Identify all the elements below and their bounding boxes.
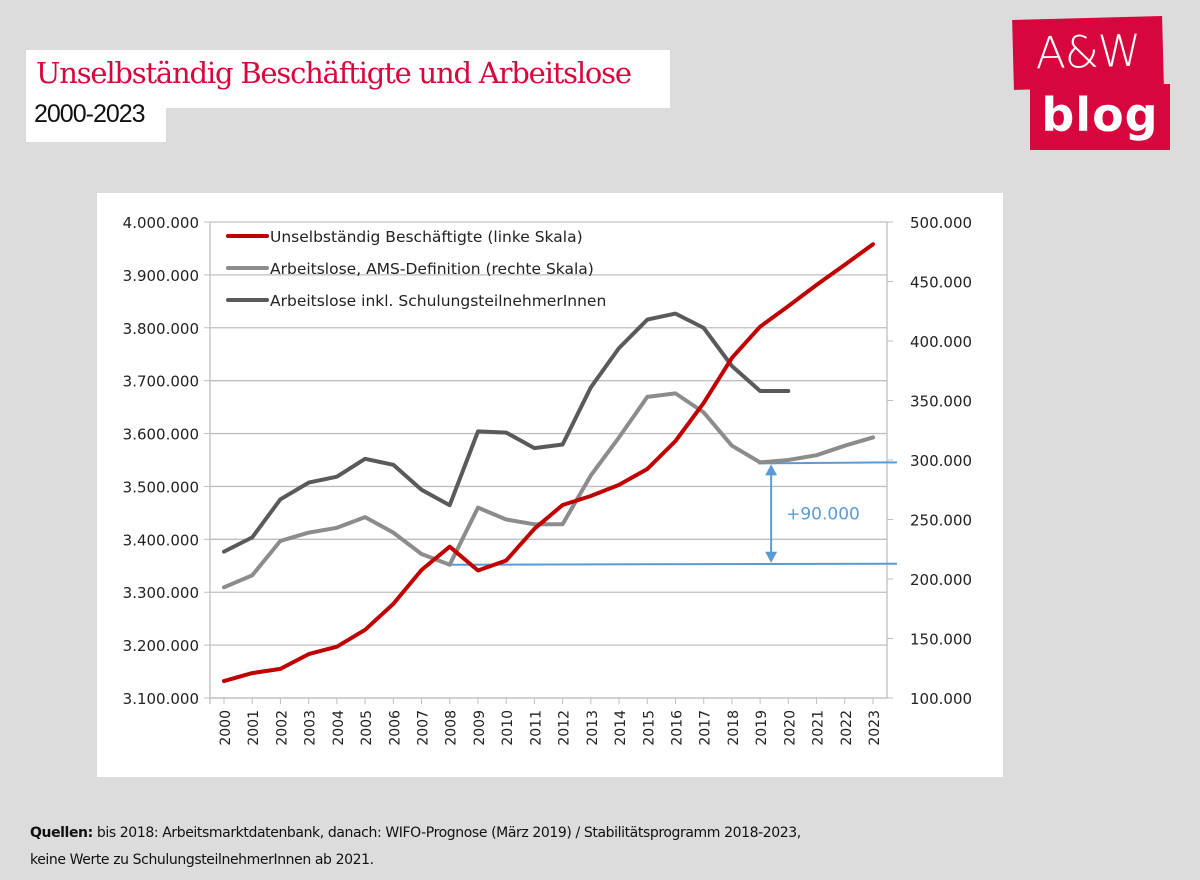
left-axis-tick-label: 4.000.000 [123,214,199,232]
legend-label: Unselbständig Beschäftigte (linke Skala) [270,228,583,246]
right-axis-tick-label: 350.000 [910,393,972,411]
right-axis-tick-label: 400.000 [910,333,972,351]
logo-blog[interactable]: blog [1030,84,1170,150]
left-axis-tick-label: 3.400.000 [123,531,199,549]
right-axis-tick-label: 250.000 [910,512,972,530]
annotation-arrow-up [765,464,778,476]
x-axis-tick-label: 2021 [811,710,827,746]
page-subtitle: 2000-2023 [34,100,146,128]
left-axis-tick-label: 3.300.000 [123,584,199,602]
x-axis-tick-label: 2015 [641,710,657,746]
x-axis-tick-label: 2008 [444,710,460,746]
x-axis-tick-label: 2009 [472,710,488,746]
annotation-baseline [449,562,898,566]
left-axis-tick-label: 3.100.000 [123,690,199,708]
source-line-1: Quellen: bis 2018: Arbeitsmarktdatenbank… [30,820,801,847]
x-axis-tick-label: 2022 [839,710,855,746]
x-axis-tick-label: 2018 [726,710,742,746]
x-axis-tick-label: 2012 [557,710,573,746]
right-axis-tick-label: 300.000 [910,452,972,470]
x-axis-tick-label: 2010 [500,710,516,746]
x-axis-tick-label: 2014 [613,710,629,746]
x-axis-tick-label: 2020 [782,710,798,746]
x-axis-tick-label: 2005 [359,710,375,746]
x-axis-tick-label: 2023 [867,710,883,746]
chart-card [97,193,1003,777]
x-axis-tick-label: 2011 [528,710,544,746]
source-line-2: keine Werte zu SchulungsteilnehmerInnen … [30,852,374,868]
left-axis-tick-label: 3.600.000 [123,426,199,444]
x-axis-tick-label: 2019 [754,710,770,746]
x-axis-tick-label: 2003 [303,710,319,746]
x-axis-tick-label: 2006 [387,710,403,746]
left-axis-tick-label: 3.700.000 [123,373,199,391]
x-axis-tick-label: 2007 [416,710,432,746]
left-axis-tick-label: 3.900.000 [123,267,199,285]
source-note: Quellen: bis 2018: Arbeitsmarktdatenbank… [30,820,801,874]
series-line-1 [222,391,875,590]
annotation-topline [758,461,898,465]
source-text-1: bis 2018: Arbeitsmarktdatenbank, danach:… [92,825,801,841]
subtitle-background [26,96,166,142]
page-title: Unselbständig Beschäftigte und Arbeitslo… [36,56,632,90]
annotation-arrow-down [765,551,778,563]
x-axis-tick-label: 2004 [331,710,347,746]
x-axis-tick-label: 2013 [585,710,601,746]
logo-blog-text: blog [1041,88,1159,142]
right-axis-tick-label: 100.000 [910,690,972,708]
right-axis-tick-label: 200.000 [910,571,972,589]
series-line-0 [222,242,875,684]
x-axis-tick-label: 2016 [669,710,685,746]
source-label: Quellen: [30,825,93,841]
legend-label: Arbeitslose, AMS-Definition (rechte Skal… [270,260,594,278]
right-axis-tick-label: 150.000 [910,631,972,649]
left-axis-tick-label: 3.500.000 [123,478,199,496]
annotation-label: +90.000 [786,505,860,525]
right-axis-tick-label: 500.000 [910,214,972,232]
left-axis-tick-label: 3.800.000 [123,320,199,338]
x-axis-tick-label: 2000 [218,710,234,746]
x-axis-tick-label: 2017 [698,710,714,746]
right-axis-tick-label: 450.000 [910,274,972,292]
left-axis-tick-label: 3.200.000 [123,637,199,655]
legend-label: Arbeitslose inkl. SchulungsteilnehmerInn… [270,292,606,310]
x-axis-tick-label: 2002 [274,710,290,746]
x-axis-tick-label: 2001 [246,710,262,746]
